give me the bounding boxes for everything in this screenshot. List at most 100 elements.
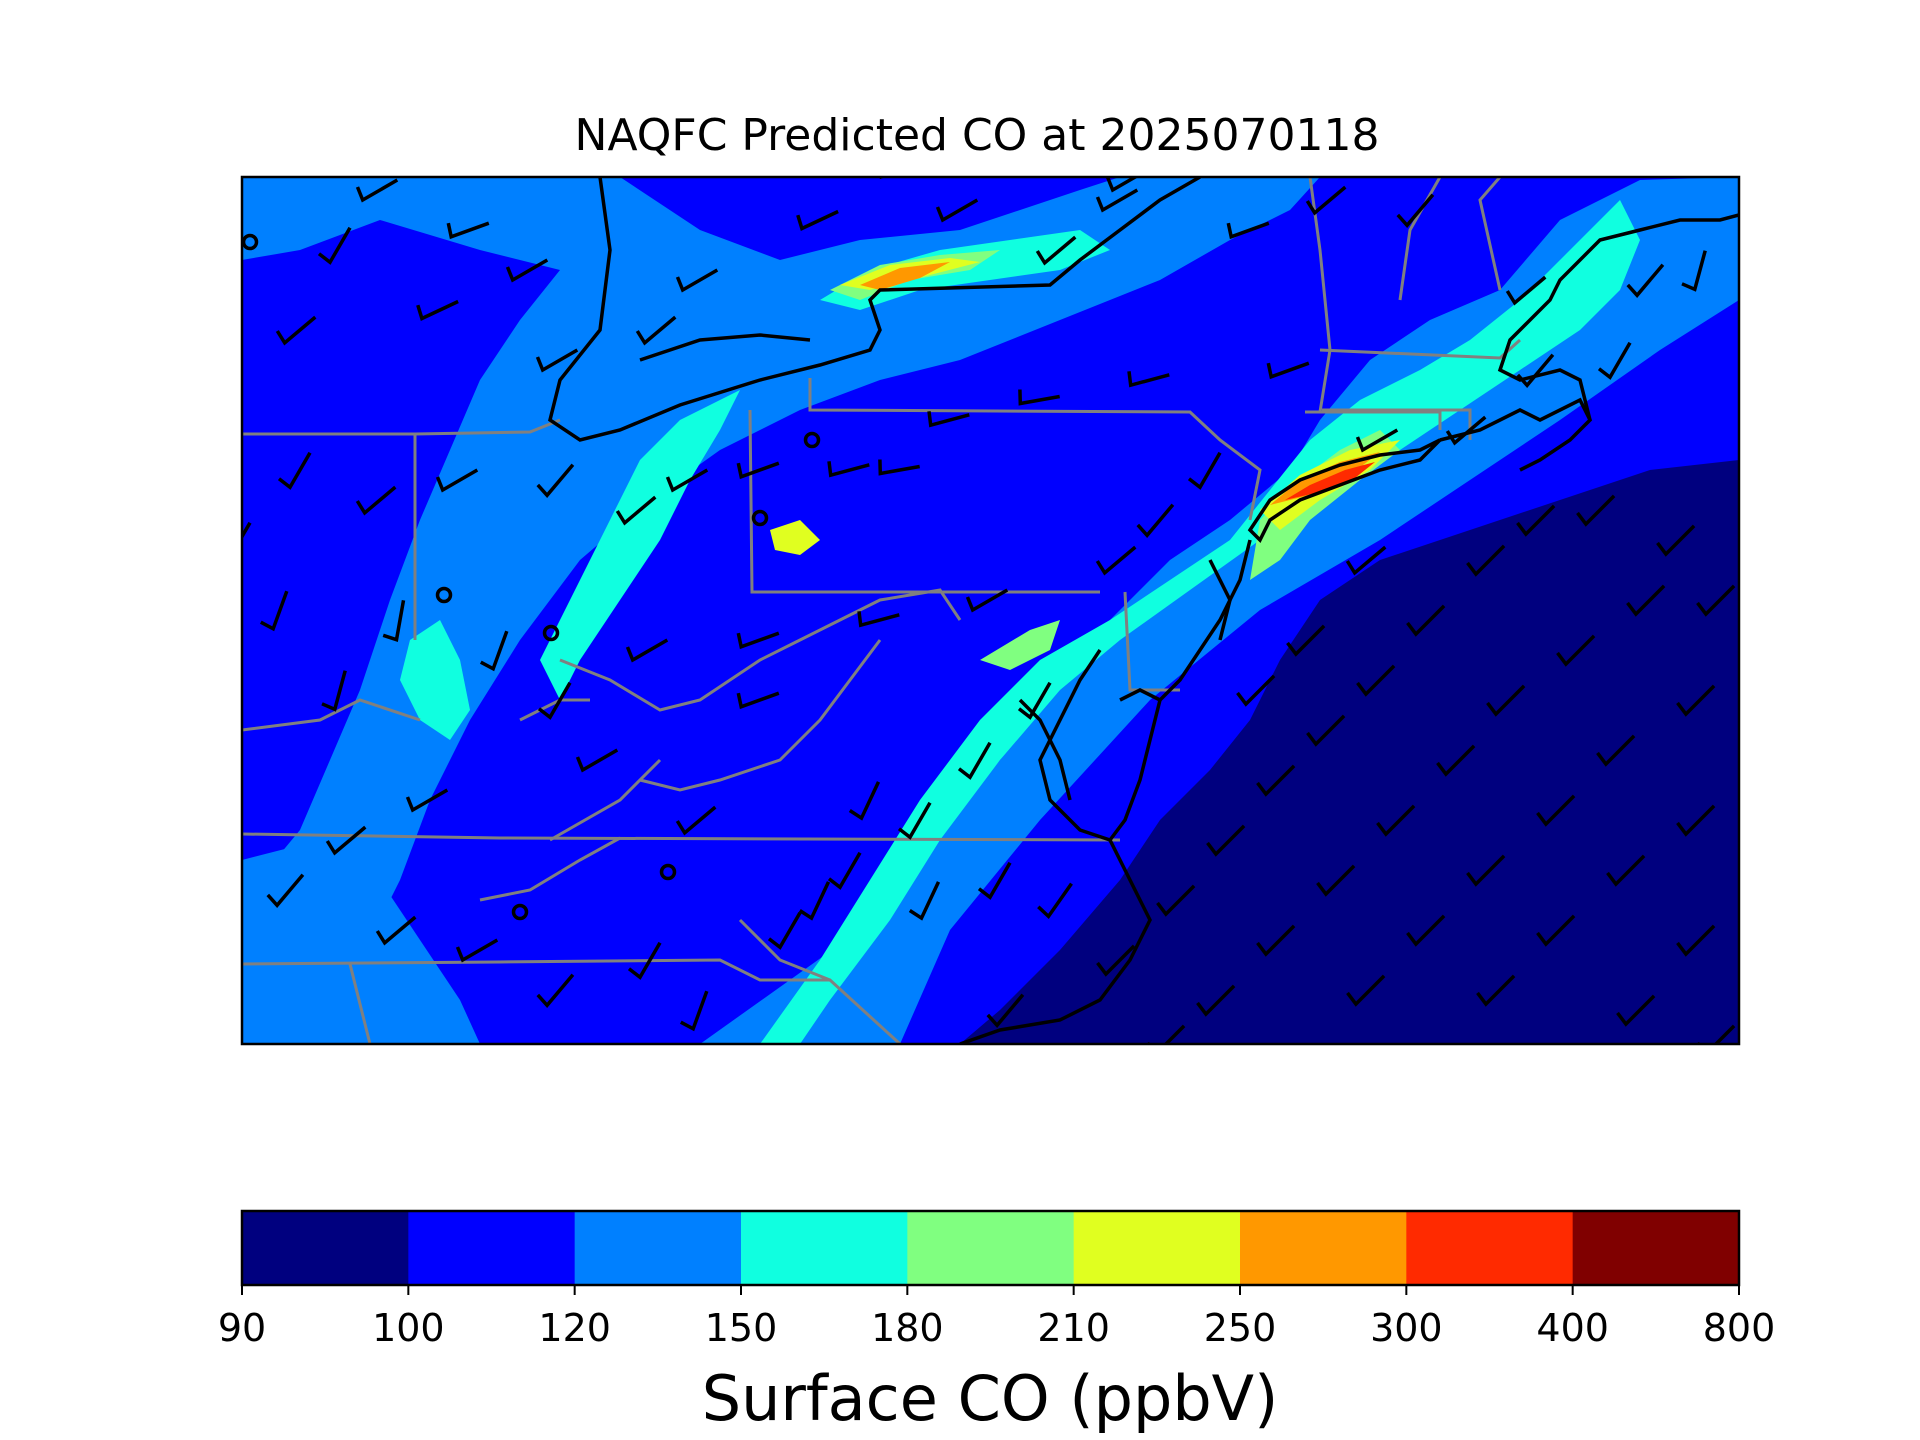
colorbar-cell xyxy=(741,1211,908,1285)
wind-barb xyxy=(317,226,352,265)
map-panel xyxy=(240,175,1741,1046)
wind-barb xyxy=(1696,1024,1736,1044)
wind-barb xyxy=(1146,1024,1186,1044)
wind-barb xyxy=(1355,428,1399,453)
wind-barb xyxy=(827,851,862,890)
wind-barb xyxy=(1486,684,1526,717)
wind-barb xyxy=(908,881,941,921)
wind-barb xyxy=(446,221,490,240)
colorbar-tick-label: 180 xyxy=(871,1306,944,1350)
wind-barb xyxy=(1127,371,1170,388)
wind-barb xyxy=(416,299,459,321)
wind-barb xyxy=(535,348,579,373)
wind-barb xyxy=(1226,221,1270,240)
wind-barb xyxy=(1656,524,1696,557)
wind-barb xyxy=(1256,924,1296,957)
calm-wind-circles xyxy=(241,233,821,921)
wind-barb xyxy=(1345,545,1387,576)
colorbar-tick-label: 100 xyxy=(372,1306,445,1350)
wind-barb xyxy=(1516,353,1555,388)
wind-barb xyxy=(627,941,662,980)
wind-barb xyxy=(1576,494,1616,527)
wind-barb xyxy=(1626,263,1665,298)
colorbar-tick-label: 120 xyxy=(538,1306,611,1350)
co-field-band-150-180-west xyxy=(400,620,470,740)
wind-barb xyxy=(1597,341,1632,380)
wind-barb xyxy=(1236,674,1276,707)
wind-barb xyxy=(1286,624,1326,657)
wind-barb xyxy=(537,681,572,720)
wind-barb xyxy=(1696,584,1736,617)
wind-barb xyxy=(1466,544,1506,577)
wind-barb xyxy=(325,825,367,856)
wind-barb xyxy=(736,461,780,480)
wind-barb xyxy=(1505,275,1547,306)
wind-barb xyxy=(382,599,406,642)
wind-barb xyxy=(615,495,657,526)
wind-barb xyxy=(1105,177,1139,193)
wind-barb xyxy=(536,973,575,1008)
coastlines xyxy=(548,177,1739,1044)
colorbar-tick-label: 210 xyxy=(1037,1306,1110,1350)
wind-barb xyxy=(259,590,289,632)
wind-barb xyxy=(242,521,252,541)
wind-barb xyxy=(1346,974,1386,1007)
wind-barb xyxy=(986,993,1025,1028)
wind-barb xyxy=(1626,584,1666,617)
colorbar-cell xyxy=(1240,1211,1407,1285)
wind-barb xyxy=(1035,235,1077,266)
wind-barb xyxy=(827,461,870,478)
wind-barb xyxy=(1018,389,1061,406)
wind-barb xyxy=(277,451,312,490)
wind-barb xyxy=(1095,188,1139,213)
wind-barb xyxy=(1436,744,1476,777)
wind-barb xyxy=(1676,924,1716,957)
wind-barb xyxy=(736,631,780,650)
wind-barb xyxy=(675,268,719,293)
wind-barb xyxy=(355,178,399,203)
colorbar-cell xyxy=(1406,1211,1574,1285)
wind-barb xyxy=(1095,545,1137,576)
colorbar-cell xyxy=(574,1211,742,1285)
wind-barb xyxy=(1676,804,1716,837)
wind-barb xyxy=(857,611,900,628)
wind-barb xyxy=(1196,984,1236,1017)
wind-barb xyxy=(1616,994,1656,1027)
co-field-ocean-90-100 xyxy=(960,460,1739,1044)
wind-barb xyxy=(675,805,717,836)
wind-barb xyxy=(575,748,619,773)
wind-barb xyxy=(927,411,970,428)
wind-barb xyxy=(878,459,921,476)
wind-barb xyxy=(1445,415,1487,446)
wind-barb xyxy=(798,881,831,921)
wind-barb xyxy=(1037,882,1073,920)
wind-barb xyxy=(405,788,449,813)
wind-barb xyxy=(1536,794,1576,827)
wind-barb xyxy=(957,741,992,780)
colorbar-frame xyxy=(240,1209,1741,1287)
wind-barb xyxy=(679,990,709,1032)
wind-barb xyxy=(1356,664,1396,697)
colorbar-tick-label: 250 xyxy=(1204,1306,1277,1350)
wind-barb xyxy=(848,781,881,821)
co-field-band-300-400-nyc xyxy=(1285,462,1375,500)
co-field-band-120-150-southwest xyxy=(242,840,480,1044)
colorbar-cell xyxy=(1073,1211,1241,1285)
wind-barb xyxy=(879,177,886,180)
wind-barb xyxy=(455,938,499,963)
wind-barb xyxy=(1681,250,1707,292)
wind-barb xyxy=(1206,824,1246,857)
wind-barb xyxy=(266,873,305,908)
colorbar-cell xyxy=(242,1211,409,1285)
colorbar-tick-label: 150 xyxy=(705,1306,778,1350)
co-field-band-180-210-dc xyxy=(980,620,1060,670)
wind-barb xyxy=(1536,914,1576,947)
colorbar-label: Surface CO (ppbV) xyxy=(702,1362,1279,1435)
wind-barb xyxy=(965,588,1009,613)
wind-barb xyxy=(1266,361,1310,380)
co-field-band-250-300 xyxy=(1270,452,1380,505)
wind-barb xyxy=(505,258,549,283)
wind-barb xyxy=(275,315,317,346)
colorbar-cell xyxy=(1572,1211,1740,1285)
